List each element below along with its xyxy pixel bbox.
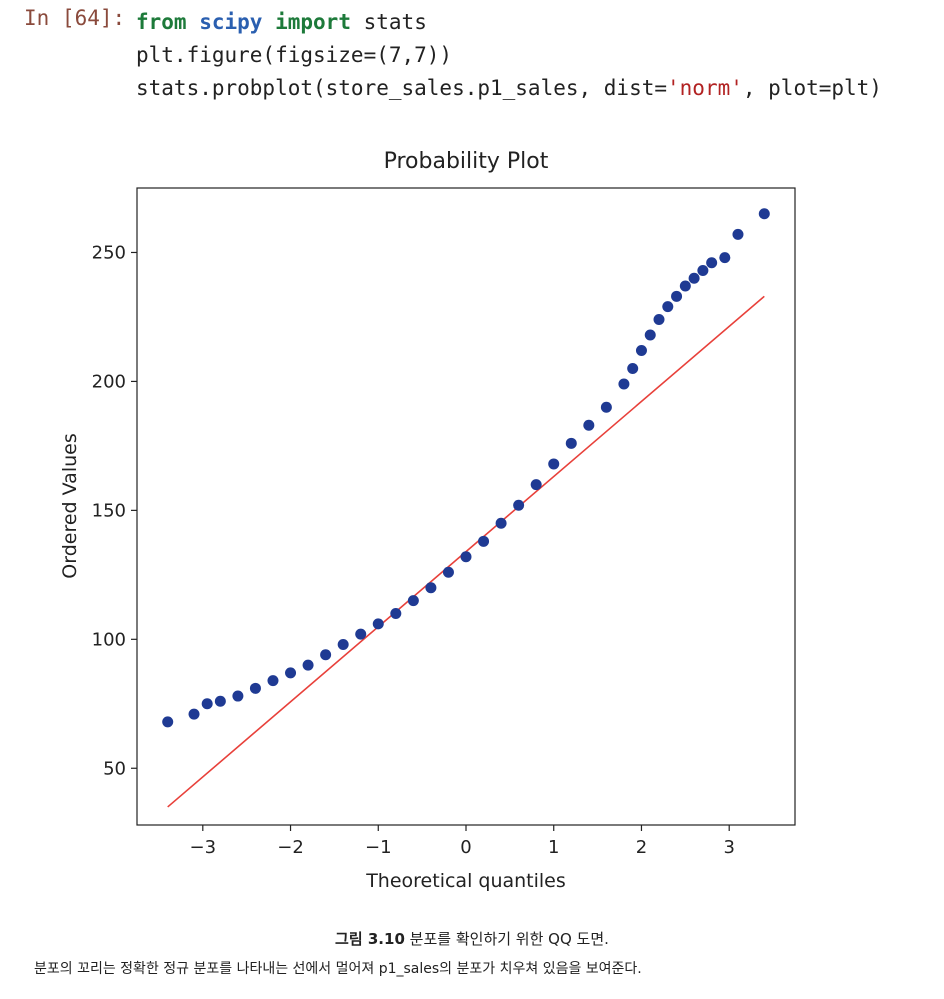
code-module: scipy bbox=[199, 10, 263, 34]
figure-caption-title: 그림 3.10 분포를 확인하기 위한 QQ 도면. bbox=[0, 928, 944, 949]
data-point bbox=[548, 458, 560, 470]
data-point bbox=[565, 437, 577, 449]
data-point bbox=[425, 582, 437, 594]
x-tick-label: 3 bbox=[723, 837, 734, 858]
data-point bbox=[627, 363, 639, 375]
data-point bbox=[337, 638, 349, 650]
code-line-3-end: , plot=plt) bbox=[742, 76, 882, 100]
data-point bbox=[442, 566, 454, 578]
data-point bbox=[644, 329, 656, 341]
data-point bbox=[460, 551, 472, 563]
data-point bbox=[758, 208, 770, 220]
data-point bbox=[513, 499, 525, 511]
x-tick-label: 1 bbox=[548, 837, 559, 858]
x-tick-label: −3 bbox=[190, 837, 217, 858]
data-point bbox=[583, 419, 595, 431]
data-point bbox=[618, 378, 630, 390]
data-point bbox=[355, 628, 367, 640]
data-points bbox=[162, 208, 770, 728]
y-tick-label: 250 bbox=[92, 242, 126, 263]
probability-plot-chart: Probability Plot −3 −2 −1 0 1 2 3 50 100 150 200 25… bbox=[59, 149, 796, 892]
code-line-1: from scipy import stats bbox=[136, 6, 882, 39]
y-tick-label: 100 bbox=[92, 629, 126, 650]
data-point bbox=[188, 708, 200, 720]
data-point bbox=[671, 290, 683, 302]
data-point bbox=[249, 682, 261, 694]
data-point bbox=[635, 344, 647, 356]
chart-title: Probability Plot bbox=[384, 149, 549, 174]
data-point bbox=[407, 595, 419, 607]
data-point bbox=[285, 667, 297, 679]
figure-label: 그림 3.10 bbox=[335, 930, 405, 948]
y-tick-label: 50 bbox=[103, 758, 126, 779]
code-keyword-from: from bbox=[136, 10, 187, 34]
code-cell[interactable]: from scipy import stats plt.figure(figsiz… bbox=[136, 6, 882, 105]
data-point bbox=[495, 517, 507, 529]
data-point bbox=[653, 314, 665, 326]
data-point bbox=[302, 659, 314, 671]
figure-title: 분포를 확인하기 위한 QQ 도면. bbox=[409, 930, 609, 948]
data-point bbox=[530, 479, 542, 491]
x-axis-label: Theoretical quantiles bbox=[365, 870, 566, 892]
data-point bbox=[697, 265, 709, 277]
plot-frame bbox=[136, 187, 796, 826]
y-tick-label: 200 bbox=[92, 371, 126, 392]
x-tick-label: 2 bbox=[636, 837, 647, 858]
data-point bbox=[662, 301, 674, 313]
data-point bbox=[719, 252, 731, 264]
data-point bbox=[706, 257, 718, 269]
data-point bbox=[232, 690, 244, 702]
code-keyword-import: import bbox=[275, 10, 351, 34]
x-tick-label: 0 bbox=[460, 837, 471, 858]
x-tick-label: −2 bbox=[277, 837, 304, 858]
data-point bbox=[214, 695, 226, 707]
code-import-name: stats bbox=[363, 10, 427, 34]
data-point bbox=[267, 675, 279, 687]
figure-caption-body: 분포의 꼬리는 정확한 정규 분포를 나타내는 선에서 멀어져 p1_sales… bbox=[34, 961, 642, 977]
data-point bbox=[478, 535, 490, 547]
data-point bbox=[320, 649, 332, 661]
data-point bbox=[162, 716, 174, 728]
data-point bbox=[679, 280, 691, 292]
data-point bbox=[201, 698, 213, 710]
y-tick-label: 150 bbox=[92, 500, 126, 521]
x-tick-label: −1 bbox=[365, 837, 392, 858]
cell-prompt: In [64]: bbox=[24, 6, 126, 30]
code-line-2: plt.figure(figsize=(7,7)) bbox=[136, 43, 453, 67]
data-point bbox=[600, 401, 612, 413]
data-point bbox=[372, 618, 384, 630]
code-line-3-start: stats.probplot(store_sales.p1_sales, dis… bbox=[136, 76, 668, 100]
code-line-3: stats.probplot(store_sales.p1_sales, dis… bbox=[136, 72, 882, 105]
data-point bbox=[732, 228, 744, 240]
data-point bbox=[688, 272, 700, 284]
axis-ticks: −3 −2 −1 0 1 2 3 50 100 150 200 250 bbox=[92, 242, 735, 858]
y-axis-label: Ordered Values bbox=[59, 433, 81, 578]
code-string-norm: 'norm' bbox=[667, 76, 743, 100]
data-point bbox=[390, 608, 402, 620]
